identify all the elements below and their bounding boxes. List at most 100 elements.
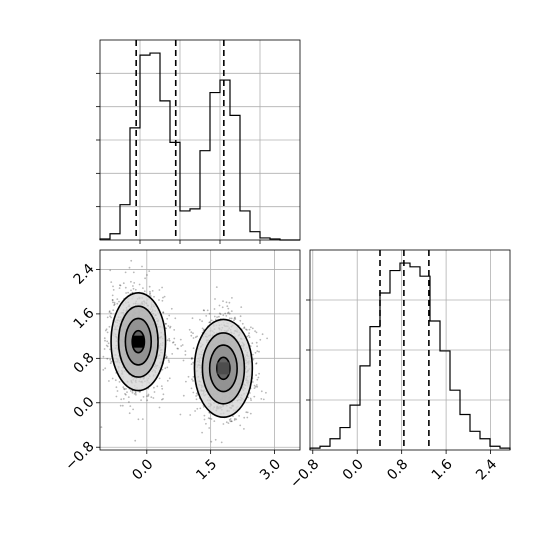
- scatter-point: [109, 362, 112, 365]
- scatter-point: [262, 398, 265, 401]
- x-marginal-frame: [99, 39, 301, 241]
- scatter-point: [174, 343, 177, 346]
- scatter-point: [219, 313, 222, 315]
- scatter-point: [111, 294, 114, 297]
- scatter-point: [168, 361, 171, 363]
- scatter-point: [140, 399, 143, 401]
- scatter-point: [168, 338, 171, 340]
- scatter-point: [135, 393, 137, 396]
- scatter-point: [246, 335, 249, 338]
- scatter-point: [134, 288, 137, 291]
- scatter-point: [190, 363, 193, 365]
- scatter-point: [127, 396, 130, 398]
- scatter-point: [146, 274, 148, 276]
- scatter-point: [131, 391, 134, 394]
- scatter-point: [162, 311, 165, 314]
- scatter-point: [142, 287, 144, 289]
- density-ytick-label-0: −0.8: [62, 439, 97, 474]
- scatter-point: [130, 289, 132, 292]
- scatter-point: [252, 358, 255, 361]
- scatter-point: [214, 298, 216, 300]
- scatter-point: [123, 388, 126, 391]
- scatter-point: [142, 396, 145, 398]
- scatter-point: [195, 392, 198, 395]
- scatter-point: [116, 298, 119, 300]
- scatter-point: [224, 312, 227, 315]
- scatter-point: [208, 312, 211, 315]
- scatter-point: [255, 374, 257, 376]
- scatter-point: [243, 327, 246, 329]
- scatter-point: [195, 395, 198, 397]
- scatter-point: [127, 401, 130, 403]
- scatter-point: [163, 295, 166, 298]
- scatter-point: [147, 395, 150, 397]
- y-marginal-xtick-label-0: −0.8: [287, 456, 322, 491]
- scatter-point: [192, 380, 194, 382]
- scatter-point: [141, 265, 143, 268]
- scatter-point: [230, 310, 233, 312]
- scatter-point: [243, 428, 245, 430]
- scatter-point: [227, 312, 229, 315]
- scatter-point: [203, 328, 205, 331]
- scatter-point: [190, 334, 193, 337]
- scatter-point: [210, 319, 213, 322]
- scatter-point: [206, 309, 209, 312]
- scatter-point: [143, 290, 146, 293]
- scatter-point: [248, 336, 251, 339]
- scatter-point: [164, 367, 167, 370]
- scatter-point: [116, 390, 119, 392]
- scatter-point: [213, 315, 216, 318]
- scatter-point: [118, 381, 121, 383]
- scatter-point: [158, 406, 161, 409]
- scatter-point: [120, 398, 123, 401]
- x-marginal-histogram-panel: [96, 39, 301, 244]
- scatter-point: [187, 375, 190, 378]
- scatter-point: [104, 367, 107, 370]
- scatter-point: [166, 356, 168, 358]
- y-marginal-histogram-step: [309, 262, 511, 450]
- scatter-point: [207, 417, 210, 419]
- scatter-point: [103, 348, 106, 350]
- scatter-point: [106, 340, 109, 343]
- scatter-point: [167, 325, 170, 327]
- scatter-point: [161, 368, 164, 371]
- scatter-point: [208, 321, 211, 324]
- scatter-point: [156, 385, 159, 388]
- scatter-point: [218, 315, 220, 318]
- scatter-point: [109, 269, 112, 272]
- scatter-point: [205, 422, 207, 425]
- scatter-point: [122, 386, 125, 389]
- scatter-point: [167, 359, 170, 362]
- scatter-point: [158, 377, 161, 380]
- scatter-point: [166, 317, 169, 320]
- scatter-point: [233, 317, 236, 320]
- scatter-point: [121, 404, 124, 407]
- scatter-point: [179, 413, 182, 416]
- scatter-point: [249, 397, 252, 400]
- scatter-point: [102, 355, 105, 358]
- scatter-point: [125, 292, 127, 294]
- scatter-point: [134, 390, 137, 393]
- scatter-point: [239, 319, 242, 322]
- scatter-point: [106, 357, 109, 360]
- scatter-point: [106, 316, 109, 319]
- scatter-point: [256, 345, 258, 348]
- contour-line-cluster-1-level-3: [216, 356, 231, 381]
- scatter-point: [216, 316, 219, 318]
- scatter-point: [226, 305, 229, 308]
- scatter-point: [225, 421, 228, 424]
- scatter-point: [133, 393, 136, 395]
- scatter-point: [192, 337, 195, 339]
- scatter-point: [106, 331, 109, 334]
- scatter-point: [133, 282, 136, 284]
- density-ytick-label-4: 2.4: [71, 261, 98, 288]
- scatter-point: [261, 333, 264, 336]
- scatter-point: [166, 366, 169, 369]
- density-core-cluster-0: [132, 335, 145, 348]
- scatter-point: [129, 390, 132, 392]
- scatter-point: [110, 316, 112, 319]
- scatter-point: [116, 302, 119, 305]
- scatter-point: [246, 411, 249, 414]
- scatter-point: [201, 320, 204, 323]
- scatter-point: [160, 385, 163, 387]
